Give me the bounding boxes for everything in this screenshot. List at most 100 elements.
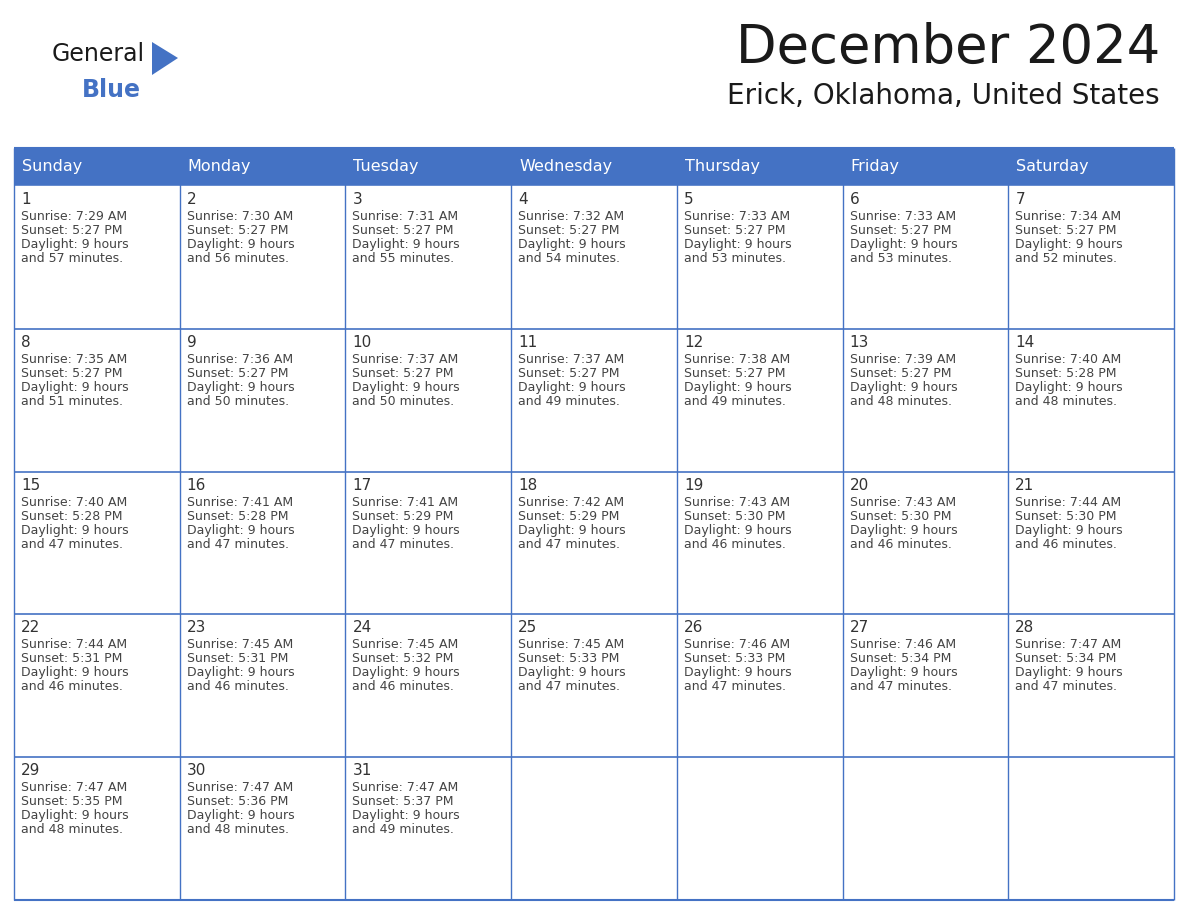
- Text: Sunrise: 7:44 AM: Sunrise: 7:44 AM: [1016, 496, 1121, 509]
- Text: 21: 21: [1016, 477, 1035, 493]
- Text: Sunrise: 7:45 AM: Sunrise: 7:45 AM: [187, 638, 293, 652]
- Text: 4: 4: [518, 192, 527, 207]
- Text: and 47 minutes.: and 47 minutes.: [353, 538, 455, 551]
- Text: Daylight: 9 hours: Daylight: 9 hours: [21, 666, 128, 679]
- Text: Sunrise: 7:34 AM: Sunrise: 7:34 AM: [1016, 210, 1121, 223]
- Bar: [346, 148, 511, 186]
- Text: Sunrise: 7:35 AM: Sunrise: 7:35 AM: [21, 353, 127, 365]
- Text: Daylight: 9 hours: Daylight: 9 hours: [849, 381, 958, 394]
- Text: 3: 3: [353, 192, 362, 207]
- Text: General: General: [52, 42, 145, 66]
- Text: Sunrise: 7:45 AM: Sunrise: 7:45 AM: [518, 638, 625, 652]
- Text: and 46 minutes.: and 46 minutes.: [187, 680, 289, 693]
- Text: 16: 16: [187, 477, 206, 493]
- Text: Daylight: 9 hours: Daylight: 9 hours: [518, 666, 626, 679]
- Text: Daylight: 9 hours: Daylight: 9 hours: [21, 381, 128, 394]
- Text: Daylight: 9 hours: Daylight: 9 hours: [21, 809, 128, 823]
- Bar: [677, 472, 842, 614]
- Bar: [179, 148, 346, 186]
- Text: Sunset: 5:27 PM: Sunset: 5:27 PM: [187, 367, 289, 380]
- Text: Daylight: 9 hours: Daylight: 9 hours: [684, 666, 791, 679]
- Bar: [511, 472, 677, 614]
- Text: Sunrise: 7:43 AM: Sunrise: 7:43 AM: [849, 496, 955, 509]
- Text: Sunset: 5:27 PM: Sunset: 5:27 PM: [187, 224, 289, 237]
- Text: and 48 minutes.: and 48 minutes.: [849, 395, 952, 408]
- Text: 26: 26: [684, 621, 703, 635]
- Text: Daylight: 9 hours: Daylight: 9 hours: [187, 238, 295, 251]
- Text: and 56 minutes.: and 56 minutes.: [187, 252, 289, 265]
- Bar: [14, 472, 179, 614]
- Text: 12: 12: [684, 335, 703, 350]
- Text: Sunset: 5:27 PM: Sunset: 5:27 PM: [21, 224, 122, 237]
- Text: Sunrise: 7:47 AM: Sunrise: 7:47 AM: [353, 781, 459, 794]
- Text: 11: 11: [518, 335, 537, 350]
- Text: Sunset: 5:28 PM: Sunset: 5:28 PM: [187, 509, 289, 522]
- Text: 24: 24: [353, 621, 372, 635]
- Text: Sunset: 5:29 PM: Sunset: 5:29 PM: [353, 509, 454, 522]
- Text: Daylight: 9 hours: Daylight: 9 hours: [353, 238, 460, 251]
- Bar: [842, 472, 1009, 614]
- Text: Sunset: 5:27 PM: Sunset: 5:27 PM: [684, 367, 785, 380]
- Text: Sunset: 5:28 PM: Sunset: 5:28 PM: [21, 509, 122, 522]
- Bar: [179, 472, 346, 614]
- Text: Daylight: 9 hours: Daylight: 9 hours: [187, 523, 295, 537]
- Text: Daylight: 9 hours: Daylight: 9 hours: [684, 238, 791, 251]
- Bar: [1009, 186, 1174, 329]
- Text: Sunset: 5:27 PM: Sunset: 5:27 PM: [353, 224, 454, 237]
- Text: Sunrise: 7:33 AM: Sunrise: 7:33 AM: [684, 210, 790, 223]
- Text: Sunrise: 7:39 AM: Sunrise: 7:39 AM: [849, 353, 955, 365]
- Text: 28: 28: [1016, 621, 1035, 635]
- Text: 31: 31: [353, 763, 372, 778]
- Text: and 47 minutes.: and 47 minutes.: [518, 538, 620, 551]
- Bar: [179, 614, 346, 757]
- Text: Erick, Oklahoma, United States: Erick, Oklahoma, United States: [727, 82, 1159, 110]
- Bar: [179, 329, 346, 472]
- Text: Sunset: 5:30 PM: Sunset: 5:30 PM: [849, 509, 952, 522]
- Text: Thursday: Thursday: [684, 160, 760, 174]
- Text: Sunrise: 7:43 AM: Sunrise: 7:43 AM: [684, 496, 790, 509]
- Text: and 52 minutes.: and 52 minutes.: [1016, 252, 1117, 265]
- Text: and 46 minutes.: and 46 minutes.: [1016, 538, 1117, 551]
- Text: 23: 23: [187, 621, 206, 635]
- Text: and 46 minutes.: and 46 minutes.: [684, 538, 785, 551]
- Text: Daylight: 9 hours: Daylight: 9 hours: [684, 381, 791, 394]
- Text: Sunset: 5:33 PM: Sunset: 5:33 PM: [518, 653, 619, 666]
- Text: 27: 27: [849, 621, 868, 635]
- Text: and 46 minutes.: and 46 minutes.: [849, 538, 952, 551]
- Text: Sunrise: 7:37 AM: Sunrise: 7:37 AM: [518, 353, 625, 365]
- Text: Sunrise: 7:47 AM: Sunrise: 7:47 AM: [187, 781, 293, 794]
- Text: Sunrise: 7:45 AM: Sunrise: 7:45 AM: [353, 638, 459, 652]
- Text: Daylight: 9 hours: Daylight: 9 hours: [518, 381, 626, 394]
- Bar: [842, 329, 1009, 472]
- Text: Sunset: 5:34 PM: Sunset: 5:34 PM: [849, 653, 950, 666]
- Bar: [14, 148, 179, 186]
- Text: and 53 minutes.: and 53 minutes.: [684, 252, 785, 265]
- Text: Sunset: 5:33 PM: Sunset: 5:33 PM: [684, 653, 785, 666]
- Text: Sunset: 5:30 PM: Sunset: 5:30 PM: [684, 509, 785, 522]
- Text: Daylight: 9 hours: Daylight: 9 hours: [1016, 666, 1123, 679]
- Text: Daylight: 9 hours: Daylight: 9 hours: [518, 238, 626, 251]
- Text: Sunrise: 7:33 AM: Sunrise: 7:33 AM: [849, 210, 955, 223]
- Text: 2: 2: [187, 192, 196, 207]
- Text: Monday: Monday: [188, 160, 251, 174]
- Text: Sunrise: 7:41 AM: Sunrise: 7:41 AM: [353, 496, 459, 509]
- Text: and 47 minutes.: and 47 minutes.: [1016, 680, 1117, 693]
- Text: Sunset: 5:27 PM: Sunset: 5:27 PM: [684, 224, 785, 237]
- Text: 29: 29: [21, 763, 40, 778]
- Bar: [346, 472, 511, 614]
- Text: Sunset: 5:27 PM: Sunset: 5:27 PM: [518, 224, 620, 237]
- Text: Daylight: 9 hours: Daylight: 9 hours: [849, 238, 958, 251]
- Text: Wednesday: Wednesday: [519, 160, 612, 174]
- Text: and 47 minutes.: and 47 minutes.: [21, 538, 124, 551]
- Text: Daylight: 9 hours: Daylight: 9 hours: [1016, 238, 1123, 251]
- Text: Daylight: 9 hours: Daylight: 9 hours: [187, 666, 295, 679]
- Bar: [179, 186, 346, 329]
- Text: and 51 minutes.: and 51 minutes.: [21, 395, 124, 408]
- Text: Friday: Friday: [851, 160, 899, 174]
- Text: and 55 minutes.: and 55 minutes.: [353, 252, 455, 265]
- Text: and 47 minutes.: and 47 minutes.: [849, 680, 952, 693]
- Bar: [179, 757, 346, 900]
- Bar: [346, 614, 511, 757]
- Bar: [1009, 757, 1174, 900]
- Bar: [842, 148, 1009, 186]
